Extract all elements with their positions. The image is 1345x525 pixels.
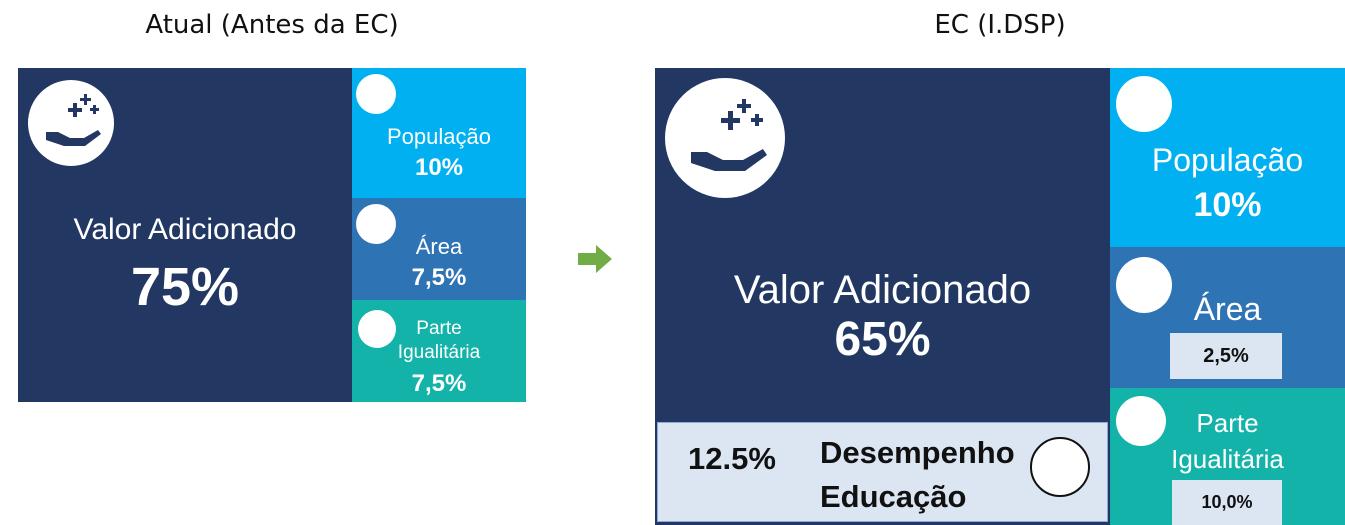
icon <box>1116 257 1172 313</box>
label: Educação <box>820 479 967 514</box>
label: Igualitária <box>1171 444 1284 474</box>
icon <box>356 204 396 244</box>
left-title: Atual (Antes da EC) <box>145 10 399 40</box>
main-label: Valor Adicionado <box>733 268 1032 312</box>
value: 2,5% <box>1170 333 1282 379</box>
label: População <box>1151 142 1304 178</box>
value: 7,5% <box>411 264 467 291</box>
parte-block: Parte Igualitária 7,5% <box>352 300 526 402</box>
icon <box>28 80 114 166</box>
label: Área <box>415 234 463 259</box>
icon <box>356 74 396 114</box>
value: 10% <box>1193 186 1262 224</box>
icon <box>358 310 396 348</box>
value: 7,5% <box>411 370 467 397</box>
desempenho-block: 12.5% Desempenho Educação <box>657 422 1108 522</box>
main-label: Valor Adicionado <box>73 213 297 246</box>
populacao-block: População 10% <box>1110 68 1345 247</box>
populacao-block: População 10% <box>352 68 526 198</box>
main-value: 75% <box>130 257 240 317</box>
value: 10,0% <box>1172 480 1282 525</box>
main-block: Valor Adicionado 65% 12.5% Desempenho Ed… <box>655 68 1110 525</box>
label: Parte <box>416 318 462 339</box>
area-block: Área 7,5% <box>352 198 526 300</box>
label: Igualitária <box>397 342 481 363</box>
label: Área <box>1193 291 1262 327</box>
icon <box>1116 396 1166 446</box>
parte-block: Parte Igualitária 10,0% <box>1110 388 1345 525</box>
icon <box>1116 76 1172 132</box>
arrow <box>578 245 612 273</box>
value: 12.5% <box>688 441 776 476</box>
icon <box>1030 437 1090 497</box>
label: População <box>387 124 491 149</box>
icon <box>665 78 785 198</box>
main-value: 65% <box>834 313 931 366</box>
right-title: EC (I.DSP) <box>934 10 1066 40</box>
label: Parte <box>1196 408 1259 438</box>
label: Desempenho <box>820 435 1015 470</box>
main-block: Valor Adicionado 75% <box>18 68 352 402</box>
area-block: Área 2,5% <box>1110 247 1345 388</box>
value: 10% <box>414 154 464 181</box>
